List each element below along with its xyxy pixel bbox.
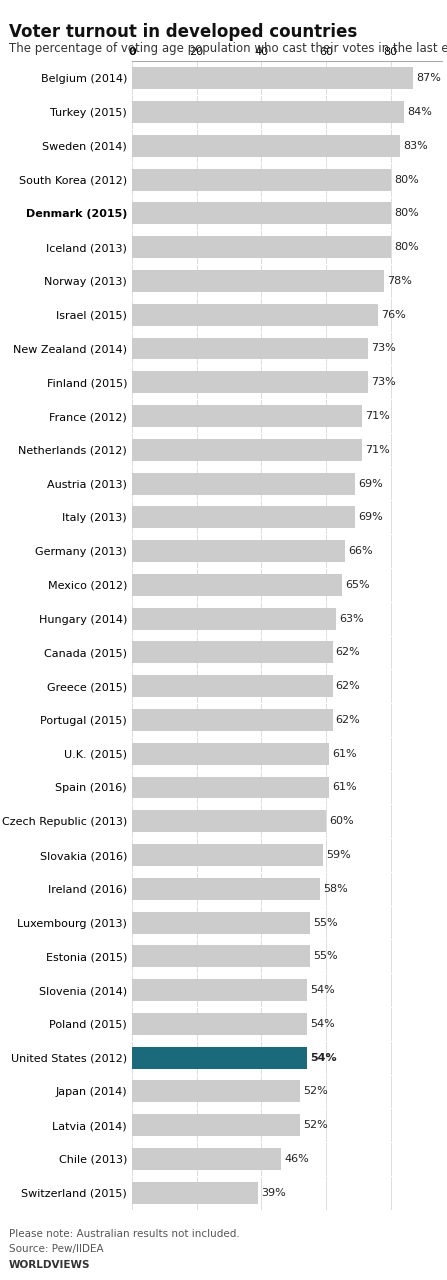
Text: 66%: 66%: [349, 547, 373, 556]
Bar: [132, 1114, 300, 1137]
Text: 80%: 80%: [394, 242, 419, 252]
Text: WORLDVIEWS: WORLDVIEWS: [9, 1260, 90, 1270]
Bar: [132, 777, 329, 799]
Bar: [132, 237, 391, 259]
Text: 80%: 80%: [394, 209, 419, 219]
Bar: [132, 1181, 258, 1203]
Bar: [132, 371, 368, 393]
Bar: [132, 810, 326, 832]
Bar: [132, 1080, 300, 1102]
Bar: [132, 101, 404, 123]
Bar: [132, 202, 391, 224]
Text: 55%: 55%: [313, 951, 338, 961]
Text: 69%: 69%: [358, 479, 383, 489]
Text: 55%: 55%: [313, 918, 338, 928]
Bar: [132, 911, 310, 933]
Bar: [132, 338, 368, 360]
Bar: [132, 472, 355, 494]
Bar: [132, 68, 413, 90]
Text: 78%: 78%: [388, 276, 413, 285]
Text: 80%: 80%: [394, 174, 419, 184]
Bar: [132, 844, 323, 867]
Text: 73%: 73%: [371, 343, 396, 353]
Bar: [132, 134, 401, 157]
Bar: [132, 979, 307, 1001]
Text: 59%: 59%: [326, 850, 351, 860]
Bar: [132, 573, 342, 596]
Text: 46%: 46%: [284, 1155, 309, 1164]
Text: Please note: Australian results not included.: Please note: Australian results not incl…: [9, 1229, 240, 1239]
Text: 71%: 71%: [365, 411, 390, 421]
Text: 52%: 52%: [304, 1087, 328, 1097]
Bar: [132, 641, 333, 663]
Text: 83%: 83%: [404, 141, 428, 151]
Text: 87%: 87%: [417, 73, 442, 83]
Text: Voter turnout in developed countries: Voter turnout in developed countries: [9, 23, 357, 41]
Text: 71%: 71%: [365, 444, 390, 454]
Text: 62%: 62%: [336, 648, 360, 658]
Text: 84%: 84%: [407, 108, 432, 116]
Text: 39%: 39%: [261, 1188, 286, 1198]
Text: 69%: 69%: [358, 512, 383, 522]
Text: 76%: 76%: [381, 310, 406, 320]
Text: 60%: 60%: [329, 817, 354, 827]
Text: 62%: 62%: [336, 716, 360, 724]
Bar: [132, 946, 310, 968]
Bar: [132, 270, 384, 292]
Text: 73%: 73%: [371, 378, 396, 388]
Text: 54%: 54%: [310, 1019, 335, 1029]
Text: 61%: 61%: [333, 782, 357, 792]
Bar: [132, 742, 329, 764]
Text: Source: Pew/IIDEA: Source: Pew/IIDEA: [9, 1244, 104, 1254]
Text: 61%: 61%: [333, 749, 357, 759]
Bar: [132, 540, 346, 562]
Bar: [132, 675, 333, 698]
Bar: [132, 303, 378, 325]
Bar: [132, 1148, 281, 1170]
Bar: [132, 878, 320, 900]
Bar: [132, 709, 333, 731]
Text: 54%: 54%: [310, 986, 335, 995]
Bar: [132, 507, 355, 529]
Text: 52%: 52%: [304, 1120, 328, 1130]
Bar: [132, 608, 336, 630]
Bar: [132, 1047, 307, 1069]
Bar: [132, 404, 362, 428]
Text: 54%: 54%: [310, 1052, 337, 1062]
Bar: [132, 169, 391, 191]
Text: 58%: 58%: [323, 883, 348, 893]
Bar: [132, 1012, 307, 1034]
Text: 62%: 62%: [336, 681, 360, 691]
Text: 63%: 63%: [339, 613, 363, 623]
Text: 65%: 65%: [346, 580, 370, 590]
Text: The percentage of voting age population who cast their votes in the last electio: The percentage of voting age population …: [9, 42, 447, 55]
Bar: [132, 439, 362, 461]
